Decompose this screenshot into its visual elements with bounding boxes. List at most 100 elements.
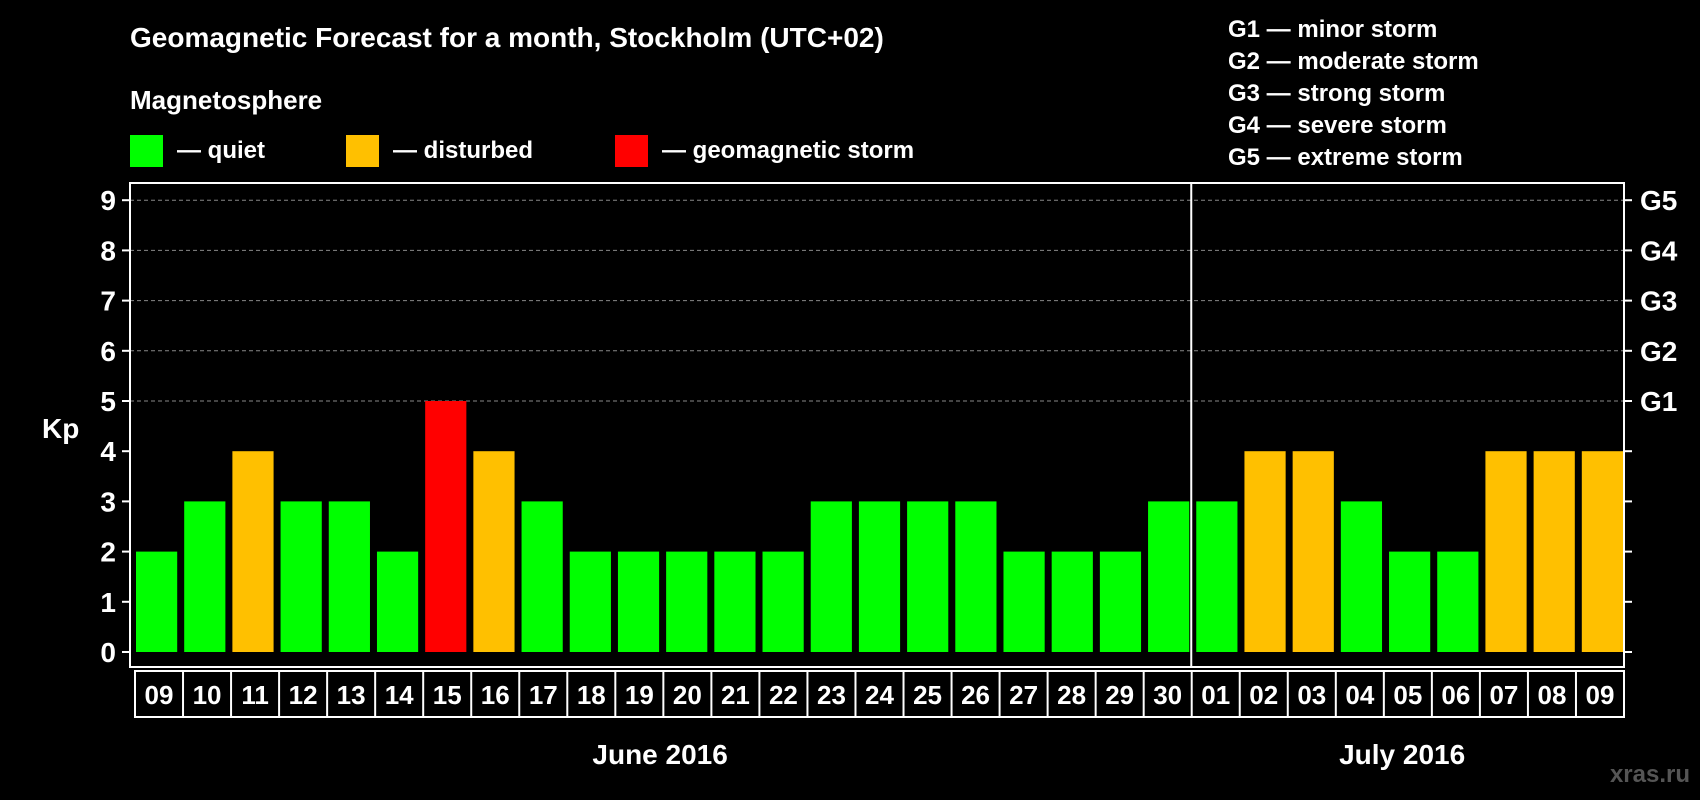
right-tick-label-g2: G2 — [1640, 336, 1677, 367]
y-tick-label-4: 4 — [100, 436, 116, 467]
month-label-july: July 2016 — [1339, 739, 1465, 770]
y-tick-label-0: 0 — [100, 637, 116, 668]
x-label-strip — [134, 670, 1625, 718]
y-tick-label-1: 1 — [100, 587, 116, 618]
legend-label-storm: — geomagnetic storm — [662, 137, 914, 164]
storm-scale-g5: G5 — extreme storm — [1228, 144, 1463, 171]
bar-17 — [955, 501, 997, 652]
x-tick-label-9: 18 — [577, 680, 606, 710]
right-tick-label-g4: G4 — [1640, 235, 1678, 266]
right-tick-label-g5: G5 — [1640, 185, 1677, 216]
bar-1 — [184, 501, 226, 652]
storm-scale-g3: G3 — strong storm — [1228, 80, 1445, 107]
bar-23 — [1244, 451, 1286, 652]
y-tick-label-5: 5 — [100, 386, 116, 417]
bar-9 — [569, 551, 611, 652]
x-tick-label-11: 20 — [673, 680, 702, 710]
legend-swatch-quiet — [130, 135, 163, 167]
bar-14 — [810, 501, 852, 652]
bar-5 — [376, 551, 419, 652]
watermark: xras.ru — [1610, 761, 1690, 788]
x-tick-label-3: 12 — [289, 680, 318, 710]
x-tick-label-15: 24 — [865, 680, 894, 710]
y-tick-label-3: 3 — [100, 486, 116, 517]
x-tick-label-7: 16 — [481, 680, 510, 710]
x-tick-label-30: 09 — [1586, 680, 1615, 710]
legend-label-disturbed: — disturbed — [393, 137, 533, 164]
bar-27 — [1437, 551, 1479, 652]
right-tick-label-g1: G1 — [1640, 386, 1677, 417]
bar-19 — [1051, 551, 1093, 652]
bar-29 — [1533, 451, 1575, 652]
bar-28 — [1485, 451, 1527, 652]
x-tick-labels: 09 10 11 12 13 14 15 16 17 18 19 20 21 22 23 24 25 26 27 28… — [134, 670, 1625, 718]
bar-24 — [1292, 451, 1334, 652]
x-tick-label-28: 07 — [1489, 680, 1518, 710]
chart-title: Geomagnetic Forecast for a month, Stockh… — [130, 22, 884, 53]
bar-18 — [1003, 551, 1045, 652]
x-tick-label-20: 29 — [1105, 680, 1134, 710]
bar-30 — [1581, 451, 1623, 652]
legend-label-quiet: — quiet — [177, 137, 265, 164]
x-tick-label-2: 11 — [241, 680, 269, 710]
x-tick-label-14: 23 — [817, 680, 846, 710]
storm-scale-g4: G4 — severe storm — [1228, 112, 1447, 139]
bar-10 — [617, 551, 660, 652]
x-tick-label-21: 30 — [1153, 680, 1182, 710]
storm-scale-g1: G1 — minor storm — [1228, 16, 1437, 43]
bar-7 — [473, 451, 515, 652]
x-tick-label-1: 10 — [193, 680, 222, 710]
grid-lines — [130, 199, 1624, 402]
bar-21 — [1148, 501, 1190, 652]
legend-swatch-disturbed — [346, 135, 379, 167]
x-tick-label-10: 19 — [625, 680, 654, 710]
y-axis-label: Kp — [42, 413, 79, 444]
x-tick-label-18: 27 — [1009, 680, 1038, 710]
x-tick-label-24: 03 — [1297, 680, 1326, 710]
y-tick-label-7: 7 — [100, 286, 116, 317]
legend-heading: Magnetosphere — [130, 85, 322, 115]
x-tick-label-0: 09 — [145, 680, 174, 710]
storm-scale-g2: G2 — moderate storm — [1228, 48, 1479, 75]
x-tick-label-4: 13 — [337, 680, 366, 710]
x-tick-label-12: 21 — [721, 680, 750, 710]
bar-25 — [1340, 501, 1383, 652]
month-label-june: June 2016 — [592, 739, 727, 770]
x-tick-label-19: 28 — [1057, 680, 1086, 710]
bar-13 — [762, 551, 804, 652]
x-tick-label-22: 01 — [1201, 680, 1230, 710]
bar-3 — [280, 501, 322, 652]
bar-6 — [425, 401, 467, 652]
axes: 0 1 2 3 4 5 6 7 8 9 G1 G2 G3 G4 G5 — [100, 182, 1678, 668]
legend-swatch-storm — [615, 135, 648, 167]
plot-frame — [129, 182, 1625, 668]
x-tick-label-23: 02 — [1249, 680, 1278, 710]
bar-2 — [232, 451, 274, 652]
bar-12 — [714, 551, 756, 652]
x-tick-label-27: 06 — [1441, 680, 1470, 710]
right-tick-label-g3: G3 — [1640, 286, 1677, 317]
x-tick-label-25: 04 — [1345, 680, 1374, 710]
bar-11 — [666, 551, 708, 652]
bar-20 — [1099, 551, 1142, 652]
x-tick-label-26: 05 — [1393, 680, 1422, 710]
bars — [136, 401, 1623, 652]
x-tick-label-8: 17 — [529, 680, 558, 710]
bar-8 — [521, 501, 563, 652]
y-tick-label-2: 2 — [100, 537, 116, 568]
bar-15 — [858, 501, 901, 652]
bar-26 — [1389, 551, 1431, 652]
y-tick-label-9: 9 — [100, 185, 116, 216]
y-tick-label-6: 6 — [100, 336, 116, 367]
bar-4 — [328, 501, 370, 652]
bar-22 — [1196, 501, 1238, 652]
x-tick-label-6: 15 — [433, 680, 462, 710]
x-tick-label-16: 25 — [913, 680, 942, 710]
x-tick-label-17: 26 — [961, 680, 990, 710]
bar-16 — [907, 501, 949, 652]
y-tick-label-8: 8 — [100, 235, 116, 266]
bar-0 — [136, 551, 178, 652]
x-tick-label-13: 22 — [769, 680, 798, 710]
x-tick-label-29: 08 — [1537, 680, 1566, 710]
